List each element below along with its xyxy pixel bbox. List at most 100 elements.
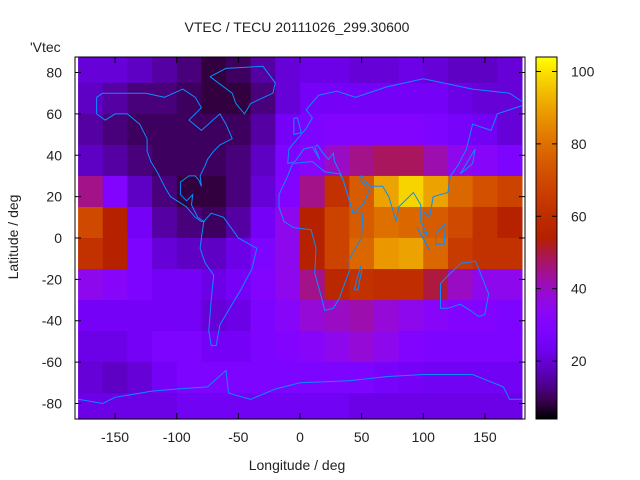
heatmap-cell xyxy=(472,175,498,208)
coastline xyxy=(96,88,233,222)
heatmap-cell xyxy=(373,206,400,239)
y-tick-label: -40 xyxy=(42,313,62,329)
heatmap-cell xyxy=(275,206,301,239)
heatmap-cell xyxy=(300,393,326,420)
heatmap-cell xyxy=(152,206,178,239)
heatmap-cell xyxy=(324,331,350,363)
heatmap-cell xyxy=(250,362,276,394)
heatmap-cell xyxy=(324,300,350,332)
heatmap-cell xyxy=(447,362,474,394)
x-tick-label: -150 xyxy=(101,429,129,445)
coastlines xyxy=(78,65,523,405)
heatmap-cell xyxy=(373,331,400,363)
heatmap-cell xyxy=(102,238,128,270)
heatmap-cell xyxy=(373,82,400,115)
heatmap-cell xyxy=(201,82,227,115)
heatmap-cell xyxy=(127,206,153,239)
heatmap-cell xyxy=(102,113,128,146)
y-tick-label: 20 xyxy=(46,189,62,205)
heatmap-cell xyxy=(152,144,178,177)
heatmap-cell xyxy=(423,144,449,177)
heatmap-cell xyxy=(300,362,326,394)
coastline xyxy=(209,65,276,115)
y-tick-label: -80 xyxy=(42,395,62,411)
coastline xyxy=(459,148,476,175)
heatmap-cell xyxy=(152,331,178,363)
heatmap-cell xyxy=(349,331,375,363)
heatmap-cell xyxy=(324,238,350,270)
x-axis-ticks: -150 -100 -50 0 50 100 150 xyxy=(101,57,497,445)
y-tick-label: 80 xyxy=(46,65,62,81)
heatmap-cell xyxy=(201,331,227,363)
heatmap-cell xyxy=(127,331,153,363)
heatmap-cell xyxy=(152,269,178,301)
heatmap-cell xyxy=(373,238,400,270)
heatmap-cell xyxy=(349,269,375,301)
heatmap-cell xyxy=(102,331,128,363)
heatmap-cell xyxy=(447,206,474,239)
heatmap-cell xyxy=(127,82,153,115)
heatmap-cell xyxy=(226,175,252,208)
heatmap-cell xyxy=(398,238,424,270)
heatmap-cell xyxy=(447,331,474,363)
heatmap-cell xyxy=(497,362,523,394)
heatmap-cell xyxy=(324,57,350,84)
heatmap-cell xyxy=(497,300,523,332)
heatmap-cell xyxy=(324,113,350,146)
heatmap-cell xyxy=(423,362,449,394)
heatmap-cell xyxy=(102,82,128,115)
heatmap-cell xyxy=(497,206,523,239)
coastline xyxy=(416,227,430,251)
coastline xyxy=(278,160,364,312)
coastline xyxy=(199,212,258,347)
heatmap-cell xyxy=(176,144,202,177)
heatmap-cell xyxy=(250,300,276,332)
heatmap-cell xyxy=(152,238,178,270)
heatmap-cell xyxy=(275,82,301,115)
heatmap-cell xyxy=(373,300,400,332)
heatmap-cell xyxy=(398,269,424,301)
heatmap-cell xyxy=(324,393,350,420)
heatmap-cell xyxy=(78,57,104,84)
heatmap-cell xyxy=(176,238,202,270)
heatmap-cell xyxy=(176,331,202,363)
heatmap-cell xyxy=(275,175,301,208)
heatmap-cell xyxy=(398,331,424,363)
heatmap-cell xyxy=(78,206,104,239)
heatmap-cell xyxy=(152,113,178,146)
heatmap-cell xyxy=(127,57,153,84)
heatmap-cell xyxy=(497,113,523,146)
heatmap-cell xyxy=(423,300,449,332)
heatmap-cell xyxy=(497,269,523,301)
heatmap-cell xyxy=(201,175,227,208)
x-tick-label: -100 xyxy=(163,429,191,445)
heatmap-cell xyxy=(226,362,252,394)
heatmap-cell xyxy=(472,206,498,239)
colorbar-tick-label: 40 xyxy=(571,281,587,297)
x-axis-label: Longitude / deg xyxy=(249,457,346,473)
heatmap-cell xyxy=(423,269,449,301)
heatmap-cell xyxy=(373,393,400,420)
heatmap-cell xyxy=(373,175,400,208)
heatmap-cell xyxy=(300,175,326,208)
heatmap-cell xyxy=(152,57,178,84)
colorbar-tick-label: 20 xyxy=(571,353,587,369)
legend-entry: 'Vtec xyxy=(30,39,61,55)
heatmap-cell xyxy=(176,393,202,420)
heatmap-cell xyxy=(275,300,301,332)
heatmap-cell xyxy=(497,393,523,420)
heatmap-cell xyxy=(324,144,350,177)
heatmap-cell xyxy=(472,331,498,363)
heatmap-cell xyxy=(275,57,301,84)
heatmap-cell xyxy=(300,57,326,84)
heatmap-cell xyxy=(447,113,474,146)
y-tick-label: 60 xyxy=(46,106,62,122)
heatmap-cell xyxy=(472,113,498,146)
heatmap-cell xyxy=(324,206,350,239)
heatmap-cell xyxy=(176,113,202,146)
heatmap-cell xyxy=(398,113,424,146)
heatmap-cell xyxy=(78,362,104,394)
heatmap-cell xyxy=(275,331,301,363)
coastline xyxy=(293,117,302,136)
heatmap-cell xyxy=(447,269,474,301)
